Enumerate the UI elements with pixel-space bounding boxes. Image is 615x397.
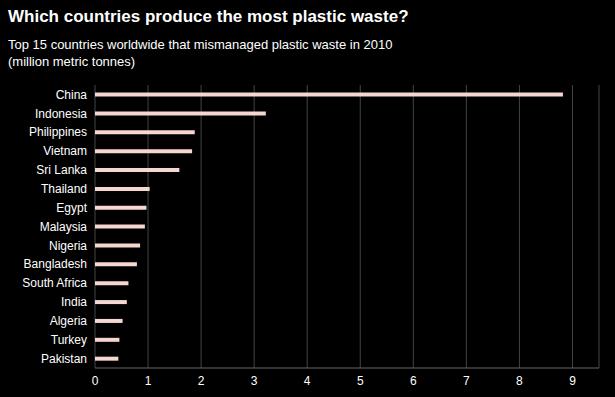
svg-text:Turkey: Turkey	[51, 333, 87, 347]
html-text:Which countries produce the mo: Which countries produce the most plastic…	[8, 7, 409, 26]
svg-text:China: China	[56, 88, 88, 102]
svg-text:India: India	[61, 295, 87, 309]
svg-text:Thailand: Thailand	[41, 182, 87, 196]
svg-text:8: 8	[516, 374, 523, 388]
svg-text:Nigeria: Nigeria	[49, 239, 87, 253]
html-text:(million metric tonnes): (million metric tonnes)	[8, 54, 136, 69]
svg-text:Vietnam: Vietnam	[43, 144, 87, 158]
svg-text:0: 0	[92, 374, 99, 388]
svg-text:9: 9	[569, 374, 576, 388]
html-text:Top 15 countries worldwide tha: Top 15 countries worldwide that mismanag…	[8, 37, 393, 52]
svg-text:Malaysia: Malaysia	[40, 220, 88, 234]
svg-text:Bangladesh: Bangladesh	[24, 257, 87, 271]
svg-text:Philippines: Philippines	[29, 125, 87, 139]
svg-text:Pakistan: Pakistan	[41, 352, 87, 366]
svg-text:6: 6	[410, 374, 417, 388]
svg-text:1: 1	[145, 374, 152, 388]
svg-text:3: 3	[251, 374, 258, 388]
svg-text:5: 5	[357, 374, 364, 388]
svg-text:Egypt: Egypt	[56, 201, 87, 215]
svg-text:2: 2	[198, 374, 205, 388]
svg-text:Algeria: Algeria	[50, 314, 88, 328]
svg-text:South Africa: South Africa	[22, 276, 87, 290]
svg-text:4: 4	[304, 374, 311, 388]
svg-text:7: 7	[463, 374, 470, 388]
svg-text:Sri Lanka: Sri Lanka	[36, 163, 87, 177]
svg-text:Indonesia: Indonesia	[35, 107, 87, 121]
